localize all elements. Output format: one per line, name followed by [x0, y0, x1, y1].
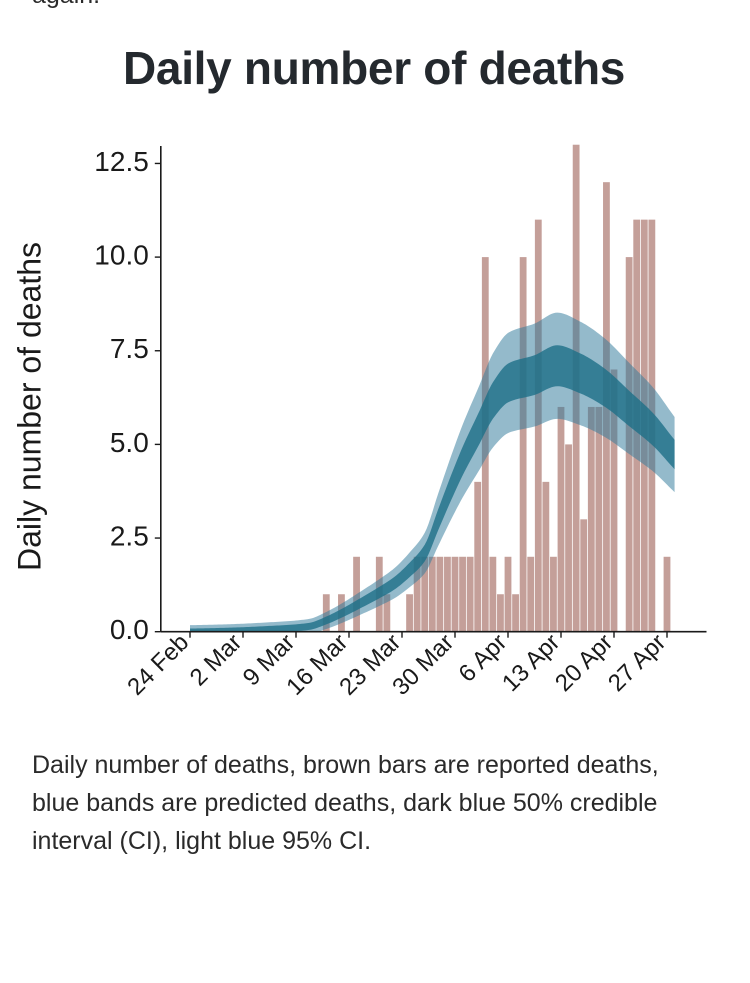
svg-text:2.5: 2.5 [110, 520, 149, 551]
svg-text:27 Apr: 27 Apr [603, 629, 671, 697]
svg-text:5.0: 5.0 [110, 427, 149, 458]
svg-text:13 Apr: 13 Apr [497, 629, 565, 697]
svg-text:7.5: 7.5 [110, 333, 149, 364]
svg-text:20 Apr: 20 Apr [550, 629, 618, 697]
svg-text:12.5: 12.5 [94, 146, 149, 177]
svg-text:2 Mar: 2 Mar [185, 629, 247, 691]
svg-text:0.0: 0.0 [110, 614, 149, 645]
svg-text:30 Mar: 30 Mar [387, 629, 459, 701]
svg-text:10.0: 10.0 [94, 239, 149, 270]
